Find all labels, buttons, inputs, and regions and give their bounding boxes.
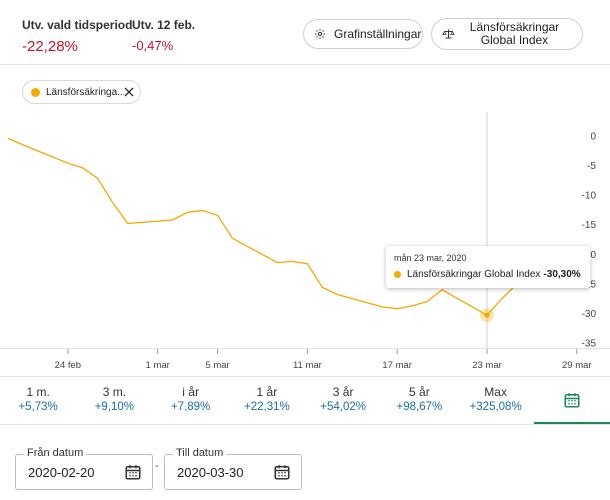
period-value: +7,89% (170, 401, 211, 413)
period-value: +54,02% (320, 401, 366, 413)
period-value: +98,67% (396, 401, 443, 413)
date-separator: - (155, 460, 159, 472)
close-icon[interactable] (124, 87, 134, 97)
period-label: 3 år (332, 385, 354, 399)
x-tick-label: 5 mar (205, 360, 229, 371)
period-label: 5 år (409, 385, 430, 399)
stat-period-value: -22,28% (22, 38, 78, 55)
y-axis: 0-5-10-15-20-25-30-35 (582, 132, 597, 350)
x-tick-label: 17 mar (382, 360, 412, 371)
period-label: i år (182, 385, 199, 399)
y-tick-label: -15 (582, 220, 597, 231)
scale-icon (442, 29, 455, 39)
series-chip[interactable]: Länsförsäkringa... (22, 80, 141, 104)
period-label: 1 år (256, 385, 278, 399)
period-tab-max[interactable]: Max +325,08% (458, 378, 534, 424)
x-tick-label: 23 mar (472, 360, 502, 371)
chart-baseline (0, 348, 610, 349)
period-value: +9,10% (94, 401, 135, 413)
y-tick-label: -30 (582, 309, 597, 320)
x-tick-label: 24 feb (55, 360, 81, 371)
to-date-field[interactable]: Till datum 2020-03-30 (164, 447, 302, 490)
period-value: +5,73% (18, 401, 58, 413)
from-date-label: Från datum (24, 447, 87, 459)
period-value: +22,31% (244, 401, 290, 413)
periods-divider-top (0, 376, 610, 377)
series-color-dot (31, 87, 40, 97)
period-tab-1y[interactable]: 1 år +22,31% (229, 378, 305, 424)
period-label: 1 m. (26, 385, 50, 399)
header-divider (0, 64, 610, 65)
series-line (7, 137, 518, 317)
y-tick-label: -5 (587, 161, 596, 172)
gear-icon (315, 29, 325, 39)
index-select-line1: Länsförsäkringar (469, 20, 560, 34)
tooltip-value: -30,30% (543, 269, 581, 280)
index-select-line2: Global Index (480, 33, 549, 47)
stat-period-label: Utv. vald tidsperiod (22, 18, 133, 32)
stat-day-value: -0,47% (132, 38, 174, 53)
period-tab-ytd[interactable]: i år +7,89% (153, 378, 229, 424)
to-date-label: Till datum (173, 447, 227, 459)
series-chip-label: Länsförsäkringa... (46, 86, 124, 98)
index-select-label: Länsförsäkringar Global Index (455, 21, 582, 47)
period-tab-3m[interactable]: 3 m. +9,10% (76, 378, 152, 424)
period-tab-5y[interactable]: 5 år +98,67% (381, 378, 457, 424)
tooltip-series-name: Länsförsäkringar Global Index (407, 269, 541, 280)
period-tab-custom[interactable] (533, 378, 610, 424)
index-select-button[interactable]: Länsförsäkringar Global Index (431, 18, 583, 50)
period-value: +325,08% (469, 401, 522, 413)
stat-period: Utv. vald tidsperiod -22,28% (22, 18, 132, 55)
hover-point (484, 312, 490, 318)
y-tick-label: -10 (582, 191, 597, 202)
x-tick-label: 1 mar (146, 360, 170, 371)
periods-divider-bottom (0, 424, 610, 425)
chart-tooltip: mån 23 mar, 2020 Länsförsäkringar Global… (386, 246, 590, 288)
x-tick-label: 29 mar (562, 360, 592, 371)
y-tick-label: 0 (590, 132, 596, 143)
calendar-icon[interactable] (273, 463, 291, 481)
stat-day: Utv. 12 feb. -0,47% (132, 18, 195, 53)
x-tick-label: 11 mar (293, 360, 322, 371)
y-tick-label: -35 (582, 339, 597, 350)
stat-day-label: Utv. 12 feb. (132, 18, 196, 32)
calendar-icon (564, 393, 580, 408)
tooltip-row: Länsförsäkringar Global Index -30,30% (394, 269, 582, 280)
from-date-value: 2020-02-20 (28, 465, 95, 480)
period-tab-1m[interactable]: 1 m. +5,73% (0, 378, 76, 424)
chart-settings-button[interactable]: Grafinställningar (303, 19, 423, 49)
to-date-value: 2020-03-30 (177, 465, 244, 480)
calendar-icon[interactable] (124, 463, 142, 481)
tooltip-date: mån 23 mar, 2020 (394, 253, 467, 263)
period-label: Max (484, 385, 507, 399)
chart-settings-label: Grafinställningar (334, 27, 422, 41)
x-axis: 24 feb 1 mar 5 mar 11 mar 17 mar 23 mar 29 mar (55, 348, 592, 371)
period-label: 3 m. (102, 385, 127, 399)
period-tab-3y[interactable]: 3 år +54,02% (305, 378, 381, 424)
from-date-field[interactable]: Från datum 2020-02-20 (15, 447, 153, 490)
period-tabs: 1 m. +5,73% 3 m. +9,10% i år +7,89% 1 år… (0, 378, 610, 424)
tooltip-series-dot (394, 271, 401, 278)
